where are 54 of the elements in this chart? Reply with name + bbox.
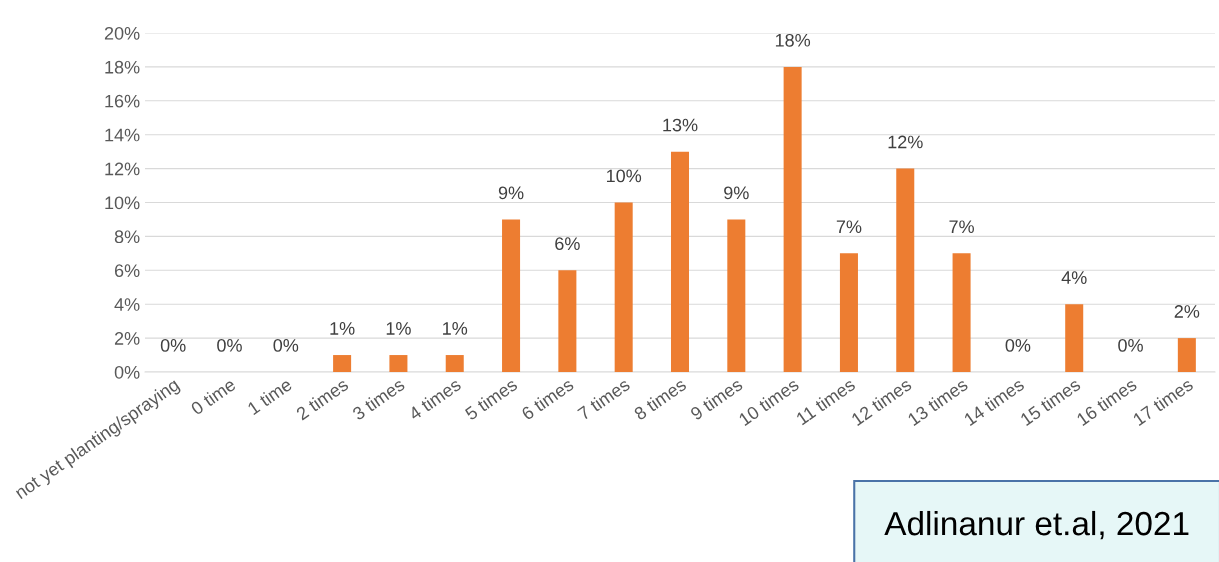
x-tick-label: 7 times: [576, 377, 631, 421]
data-label: 0%: [217, 338, 242, 352]
data-label: 0%: [1005, 338, 1031, 352]
data-label: 1%: [330, 322, 355, 335]
data-label: 0%: [160, 338, 186, 352]
bar: [952, 253, 971, 372]
y-tick-label: 10%: [105, 196, 140, 210]
data-label: 0%: [273, 338, 299, 352]
data-label: 18%: [775, 33, 811, 47]
bar: [502, 219, 521, 372]
text: Adlinanur et.al, 2021: [884, 510, 1189, 540]
x-tick-label: 1 time: [246, 377, 293, 416]
data-label: 1%: [443, 322, 468, 335]
y-tick-label: 18%: [105, 60, 140, 74]
bar: [896, 168, 915, 372]
y-tick-label: 6%: [114, 264, 140, 278]
data-label: 4%: [1061, 271, 1087, 284]
bar: [558, 270, 577, 372]
bar: [839, 253, 858, 372]
x-tick-label: 6 times: [520, 377, 575, 421]
y-tick-label: 14%: [105, 128, 140, 142]
x-tick-label: 4 times: [407, 377, 462, 421]
y-tick-label: 2%: [114, 332, 140, 345]
data-label: 0%: [1118, 338, 1143, 352]
y-tick-label: 8%: [114, 230, 140, 244]
data-label: 1%: [386, 322, 411, 335]
x-tick-label: 2 times: [295, 377, 350, 421]
data-label: 9%: [724, 186, 749, 200]
data-label: 13%: [663, 118, 698, 132]
bar: [783, 66, 802, 372]
bar: [445, 355, 464, 372]
x-tick-label: 8 times: [632, 377, 688, 421]
x-tick-label: 0 time: [189, 377, 237, 416]
y-tick-label: 16%: [105, 94, 140, 108]
bar: [670, 151, 690, 372]
y-tick-label: 0%: [114, 365, 140, 379]
data-label: 12%: [888, 135, 923, 149]
bar: [389, 355, 408, 372]
data-label: 6%: [555, 237, 580, 251]
y-tick-label: 4%: [114, 298, 140, 311]
data-label: 7%: [836, 220, 862, 234]
data-label: 10%: [606, 169, 642, 183]
x-tick-label: 5 times: [463, 377, 519, 421]
data-label: 9%: [498, 186, 524, 200]
bar: [1065, 304, 1084, 372]
x-tick-label: 3 times: [351, 377, 406, 421]
data-label: 7%: [949, 220, 974, 234]
bar: [614, 202, 633, 372]
data-label: 2%: [1174, 305, 1200, 318]
y-tick-label: 20%: [104, 26, 140, 40]
bar: [1177, 338, 1196, 372]
y-tick-label: 12%: [105, 162, 140, 176]
bar: [727, 219, 746, 372]
bar: [333, 355, 352, 372]
